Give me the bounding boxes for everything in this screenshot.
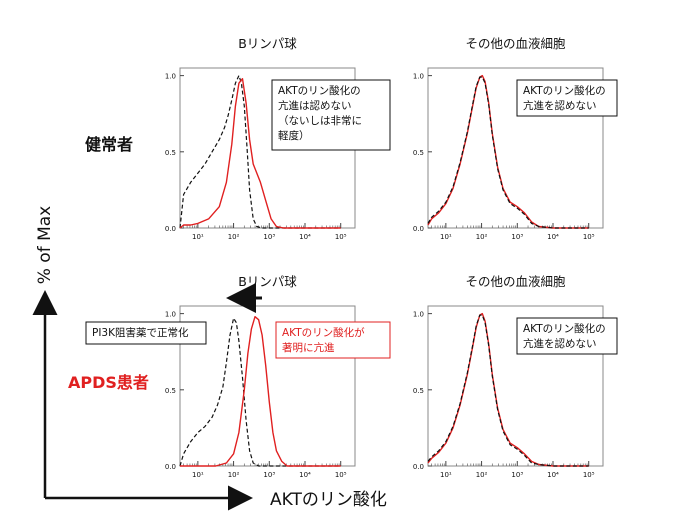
x-tick-label: 10⁵ — [583, 233, 595, 241]
annotation-text: （ないしは非常に — [278, 114, 362, 127]
annotation-text: 亢進を認めない — [523, 337, 597, 350]
annotation-box — [85, 321, 207, 345]
panel-title: その他の血液細胞 — [465, 36, 566, 51]
y-tick-label: 1.0 — [413, 73, 424, 81]
x-tick-label: 10¹ — [192, 233, 204, 241]
x-tick-label: 10⁴ — [547, 233, 559, 241]
x-tick-label: 10⁴ — [299, 233, 311, 241]
series-line-solid — [427, 74, 589, 229]
annotation-text: AKTのリン酸化の — [523, 84, 606, 97]
x-tick-label: 10¹ — [440, 471, 452, 479]
annotation-text: AKTのリン酸化の — [278, 84, 361, 97]
x-tick-label: 10⁵ — [335, 233, 347, 241]
panel-title: Bリンパ球 — [238, 274, 297, 289]
series-line-solid — [179, 77, 341, 229]
y-tick-label: 0.5 — [165, 149, 176, 157]
x-tick-label: 10² — [228, 471, 240, 479]
histogram-panel-1: Bリンパ球 0.0 0.5 1.0 10¹ 10² 10³ 10⁴ 10⁵ AKTのリン酸化の亢進… — [165, 36, 391, 241]
annotation-text: 亢進を認めない — [523, 99, 597, 112]
series-line-dashed — [427, 314, 589, 467]
row-label-healthy: 健常者 — [85, 135, 133, 154]
annotation-text: 亢進は認めない — [278, 99, 352, 112]
y-tick-label: 0.5 — [165, 387, 176, 395]
annotation-box — [516, 317, 618, 355]
annotation-text: AKTのリン酸化の — [523, 322, 606, 335]
y-axis-label: % of Max — [35, 206, 55, 285]
x-tick-label: 10³ — [511, 233, 523, 241]
x-tick-label: 10¹ — [192, 471, 204, 479]
x-axis-label: AKTのリン酸化 — [270, 490, 387, 510]
series-line-dashed — [427, 76, 589, 229]
annotation-text: 軽度） — [278, 129, 310, 142]
x-tick-label: 10³ — [263, 233, 275, 241]
y-tick-label: 1.0 — [413, 311, 424, 319]
y-tick-label: 0.0 — [165, 225, 176, 233]
histogram-panel-3: Bリンパ球 0.0 0.5 1.0 10¹ 10² 10³ 10⁴ 10⁵ PI3K阻害薬で正常化… — [85, 274, 391, 479]
series-line-dashed — [179, 74, 341, 229]
x-tick-label: 10⁵ — [335, 471, 347, 479]
x-tick-label: 10² — [228, 233, 240, 241]
row-label-apds: APDS患者 — [68, 373, 149, 392]
y-tick-label: 1.0 — [165, 73, 176, 81]
x-tick-label: 10² — [476, 471, 488, 479]
annotation-text: PI3K阻害薬で正常化 — [92, 326, 189, 339]
x-tick-label: 10⁴ — [547, 471, 559, 479]
x-tick-label: 10² — [476, 233, 488, 241]
histogram-panel-4: その他の血液細胞 0.0 0.5 1.0 10¹ 10² 10³ 10⁴ 10⁵ AKTのリン酸化… — [413, 274, 618, 479]
y-tick-label: 0.0 — [413, 225, 424, 233]
x-tick-label: 10⁴ — [299, 471, 311, 479]
y-tick-label: 0.0 — [165, 463, 176, 471]
series-line-solid — [427, 312, 589, 467]
x-tick-label: 10³ — [511, 471, 523, 479]
series-line-dashed — [179, 317, 341, 467]
y-tick-label: 0.5 — [413, 387, 424, 395]
series-line-solid — [180, 316, 341, 467]
annotation-box — [516, 79, 618, 117]
annotation-text: 著明に亢進 — [282, 341, 335, 354]
y-tick-label: 1.0 — [165, 311, 176, 319]
annotation-box — [275, 321, 391, 359]
y-tick-label: 0.5 — [413, 149, 424, 157]
y-tick-label: 0.0 — [413, 463, 424, 471]
x-tick-label: 10¹ — [440, 233, 452, 241]
annotation-box — [271, 79, 391, 151]
annotation-text: AKTのリン酸化が — [282, 326, 365, 339]
x-tick-label: 10³ — [263, 471, 275, 479]
histogram-panel-2: その他の血液細胞 0.0 0.5 1.0 10¹ 10² 10³ 10⁴ 10⁵ AKTのリン酸化… — [413, 36, 618, 241]
x-tick-label: 10⁵ — [583, 471, 595, 479]
panel-title: Bリンパ球 — [238, 36, 297, 51]
panel-title: その他の血液細胞 — [465, 274, 566, 289]
